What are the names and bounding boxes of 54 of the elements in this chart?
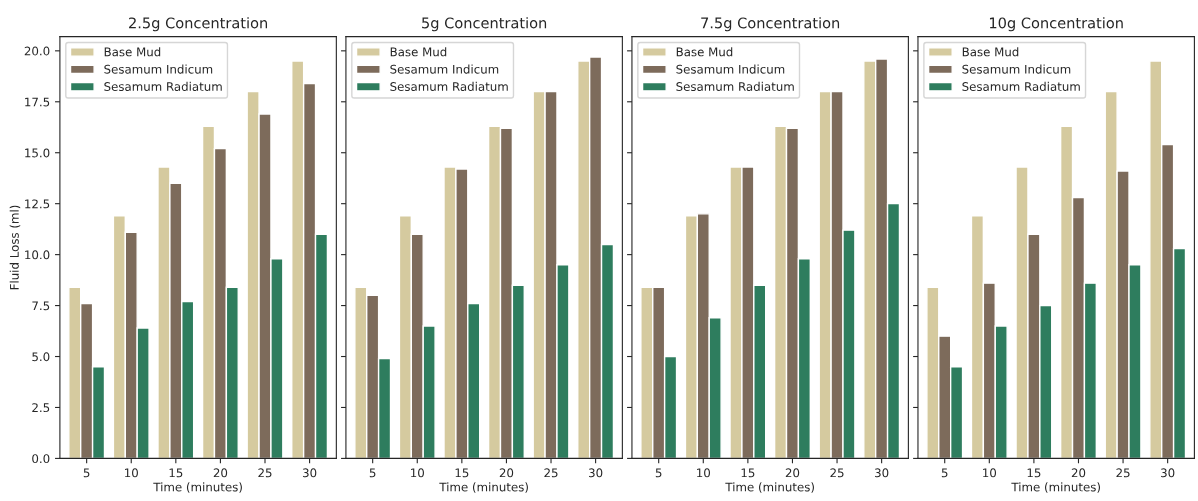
x-tick-label: 15 xyxy=(1027,468,1041,478)
chart-title: 2.5g Concentration xyxy=(129,17,268,32)
x-tick-label: 5 xyxy=(369,468,376,478)
legend-label: Sesamum Indicum xyxy=(962,64,1071,74)
x-tick-label: 25 xyxy=(258,468,272,478)
y-tick-label: 7.5 xyxy=(32,301,50,311)
legend-label: Sesamum Radiatum xyxy=(390,81,508,91)
y-tick-label: 5.0 xyxy=(32,352,50,362)
x-tick-label: 5 xyxy=(655,468,662,478)
x-tick-label: 15 xyxy=(455,468,469,478)
y-tick-label: 12.5 xyxy=(25,199,50,209)
legend-label: Base Mud xyxy=(104,47,161,57)
x-tick-label: 20 xyxy=(785,468,800,478)
legend-label: Base Mud xyxy=(390,47,447,57)
x-tick-label: 10 xyxy=(411,468,424,478)
legend-label: Sesamum Radiatum xyxy=(104,81,222,91)
y-axis-title: Fluid Loss (ml) xyxy=(9,205,21,290)
legend-label: Sesamum Radiatum xyxy=(676,81,794,91)
x-tick-label: 20 xyxy=(499,468,514,478)
legend-label: Base Mud xyxy=(676,47,733,57)
x-tick-label: 15 xyxy=(169,468,183,478)
legend-label: Sesamum Radiatum xyxy=(962,81,1080,91)
y-tick-label: 0.0 xyxy=(32,454,50,464)
x-axis-title: Time (minutes) xyxy=(153,482,242,493)
y-tick-label: 17.5 xyxy=(25,97,50,107)
y-tick-label: 15.0 xyxy=(25,148,50,158)
x-tick-label: 30 xyxy=(1161,468,1175,478)
x-tick-label: 30 xyxy=(589,468,603,478)
x-tick-label: 30 xyxy=(875,468,889,478)
legend-label: Sesamum Indicum xyxy=(104,64,213,74)
chart-title: 10g Concentration xyxy=(989,17,1123,32)
y-tick-label: 20.0 xyxy=(24,46,50,56)
x-tick-label: 5 xyxy=(83,468,90,478)
x-tick-label: 20 xyxy=(213,468,228,478)
legend-label: Sesamum Indicum xyxy=(676,64,785,74)
x-axis-title: Time (minutes) xyxy=(725,482,814,493)
x-tick-label: 10 xyxy=(983,468,997,478)
legend-label: Sesamum Indicum xyxy=(390,64,499,74)
legend-label: Base Mud xyxy=(962,47,1019,57)
x-tick-label: 10 xyxy=(125,468,138,478)
x-tick-label: 5 xyxy=(941,468,948,478)
x-tick-label: 25 xyxy=(1116,468,1130,478)
x-tick-label: 15 xyxy=(741,468,755,478)
x-tick-label: 30 xyxy=(302,468,317,478)
x-axis-title: Time (minutes) xyxy=(439,482,528,493)
x-axis-title: Time (minutes) xyxy=(1011,482,1100,493)
x-tick-label: 10 xyxy=(697,468,711,478)
x-tick-label: 20 xyxy=(1071,468,1086,478)
chart-title: 5g Concentration xyxy=(422,17,547,32)
y-tick-label: 10.0 xyxy=(25,250,50,260)
x-tick-label: 25 xyxy=(544,468,558,478)
chart-title: 7.5g Concentration xyxy=(701,17,840,32)
y-tick-label: 2.5 xyxy=(32,403,50,413)
x-tick-label: 25 xyxy=(830,468,844,478)
